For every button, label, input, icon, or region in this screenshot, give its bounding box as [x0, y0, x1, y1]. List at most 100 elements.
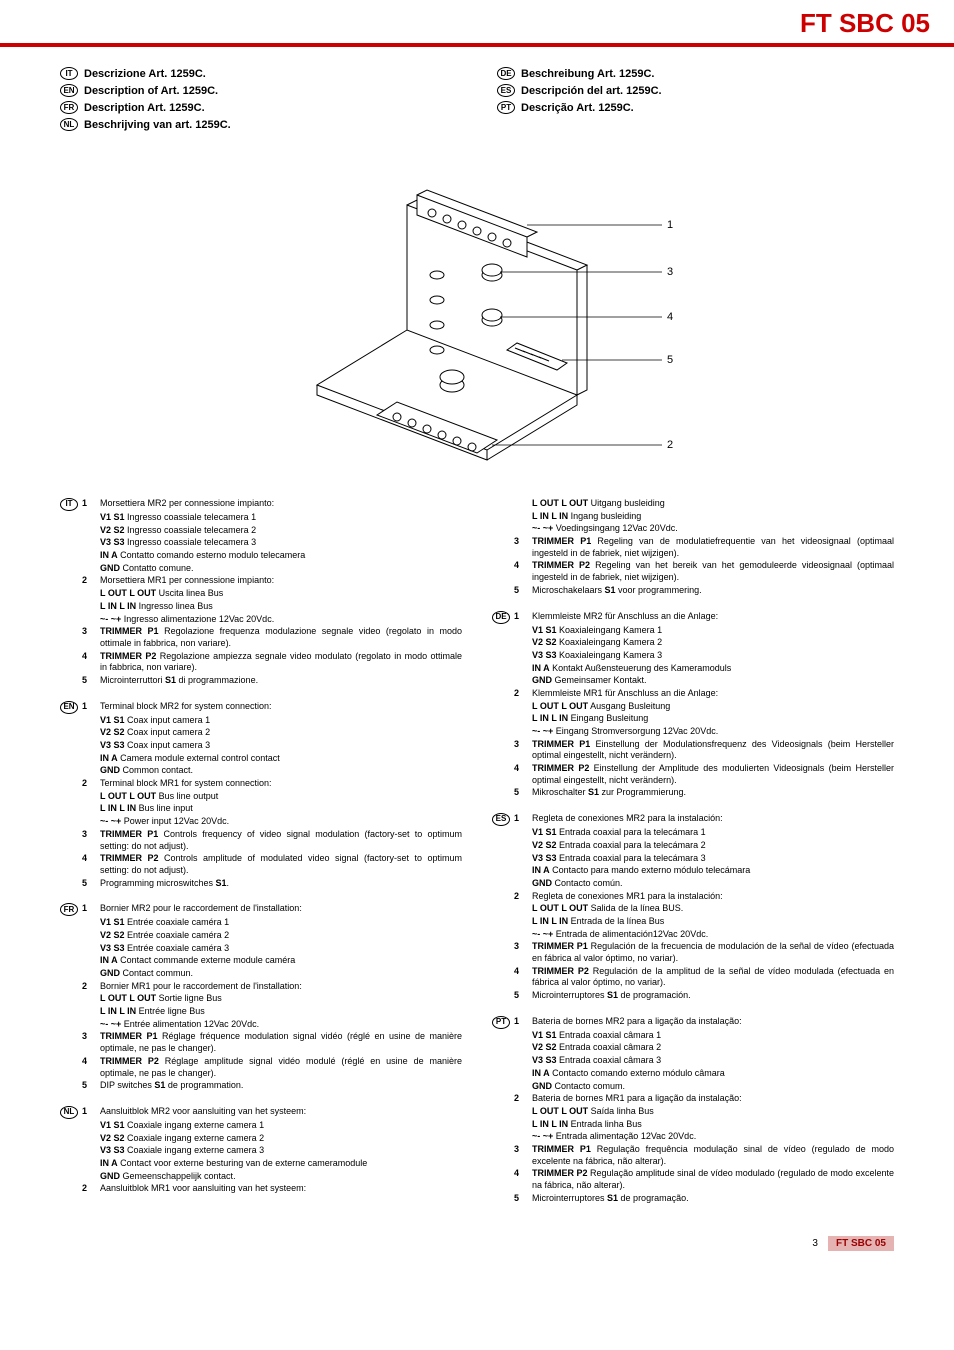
item-text: TRIMMER P2 Regeling van het bereik van h…: [532, 560, 894, 583]
item-text: TRIMMER P1 Regolazione frequenza modulaz…: [100, 626, 462, 649]
callout-5: 5: [667, 354, 673, 366]
item-number: 5: [514, 1193, 532, 1205]
item-text: TRIMMER P1 Regulação frequência modulaçã…: [532, 1144, 894, 1167]
text-row: FR1Bornier MR2 pour le raccordement de l…: [60, 903, 462, 916]
item-number: 1: [82, 903, 100, 915]
item-text: ~- ~+ Power input 12Vac 20Vdc.: [100, 816, 462, 828]
text-row: 5Microinterruttori S1 di programmazione.: [60, 675, 462, 687]
item-number: 3: [514, 1144, 532, 1156]
callout-3: 3: [667, 266, 673, 278]
lang-block-EN: EN1Terminal block MR2 for system connect…: [60, 701, 462, 890]
item-text: V2 S2 Coaxiale ingang externe camera 2: [100, 1133, 462, 1145]
text-row: PT1Bateria de bornes MR2 para a ligação …: [492, 1016, 894, 1029]
item-text: L OUT L OUT Salida de la línea BUS.: [532, 903, 894, 915]
title-line: PTDescrição Art. 1259C.: [497, 101, 894, 114]
text-row: V3 S3 Coax input camera 3: [60, 740, 462, 752]
title-line: ITDescrizione Art. 1259C.: [60, 67, 457, 80]
text-row: 4TRIMMER P2 Einstellung der Amplitude de…: [492, 763, 894, 786]
text-row: 2Regleta de conexiones MR1 para la insta…: [492, 891, 894, 903]
item-text: ~- ~+ Voedingsingang 12Vac 20Vdc.: [532, 523, 894, 535]
lang-badge: IT: [60, 498, 78, 511]
item-text: Programming microswitches S1.: [100, 878, 462, 890]
lang-badge: FR: [60, 903, 78, 916]
item-text: L IN L IN Entrada linha Bus: [532, 1119, 894, 1131]
text-row: V3 S3 Koaxialeingang Kamera 3: [492, 650, 894, 662]
lang-badge: NL: [60, 1106, 78, 1119]
text-row: V1 S1 Entrada coaxial para la telecámara…: [492, 827, 894, 839]
item-text: V2 S2 Entrada coaxial câmara 2: [532, 1042, 894, 1054]
item-text: Bornier MR1 pour le raccordement de l'in…: [100, 981, 462, 993]
text-row: L OUT L OUT Bus line output: [60, 791, 462, 803]
item-number: 3: [82, 626, 100, 638]
header-title: FT SBC 05: [800, 8, 930, 38]
item-text: ~- ~+ Entrada alimentação 12Vac 20Vdc.: [532, 1131, 894, 1143]
lang-block-NL: NL1Aansluitblok MR2 voor aansluiting van…: [60, 1106, 462, 1195]
lang-badge: PT: [497, 101, 515, 114]
text-row: 4TRIMMER P2 Controls amplitude of modula…: [60, 853, 462, 876]
item-text: V3 S3 Entrada coaxial câmara 3: [532, 1055, 894, 1067]
text-row: L OUT L OUT Salida de la línea BUS.: [492, 903, 894, 915]
item-text: GND Contacto comum.: [532, 1081, 894, 1093]
item-text: Regleta de conexiones MR2 para la instal…: [532, 813, 894, 825]
text-row: 3TRIMMER P1 Regolazione frequenza modula…: [60, 626, 462, 649]
item-text: GND Contatto comune.: [100, 563, 462, 575]
text-row: L IN L IN Entrada de la línea Bus: [492, 916, 894, 928]
text-row: 3TRIMMER P1 Regulação frequência modulaç…: [492, 1144, 894, 1167]
lang-block-NL-cont: L OUT L OUT Uitgang busleidingL IN L IN …: [492, 498, 894, 597]
text-row: IT1Morsettiera MR2 per connessione impia…: [60, 498, 462, 511]
text-row: IN A Contacto comando externo módulo câm…: [492, 1068, 894, 1080]
lang-block-IT: IT1Morsettiera MR2 per connessione impia…: [60, 498, 462, 687]
text-row: V3 S3 Entrada coaxial para la telecámara…: [492, 853, 894, 865]
item-text: V2 S2 Ingresso coassiale telecamera 2: [100, 525, 462, 537]
item-text: V1 S1 Coaxiale ingang externe camera 1: [100, 1120, 462, 1132]
text-row: 2 Klemmleiste MR1 für Anschluss an die A…: [492, 688, 894, 700]
text-row: 3TRIMMER P1 Regulación de la frecuencia …: [492, 941, 894, 964]
item-number: 5: [82, 675, 100, 687]
item-number: 1: [514, 611, 532, 623]
item-text: ~- ~+ Entrada de alimentación12Vac 20Vdc…: [532, 929, 894, 941]
item-text: DIP switches S1 de programmation.: [100, 1080, 462, 1092]
item-text: V3 S3 Entrée coaxiale caméra 3: [100, 943, 462, 955]
text-row: L IN L IN Entrada linha Bus: [492, 1119, 894, 1131]
lang-badge: DE: [497, 67, 515, 80]
item-text: GND Gemeenschappelijk contact.: [100, 1171, 462, 1183]
text-row: 5Programming microswitches S1.: [60, 878, 462, 890]
item-text: TRIMMER P2 Controls amplitude of modulat…: [100, 853, 462, 876]
item-number: 4: [514, 763, 532, 775]
item-text: V3 S3 Ingresso coassiale telecamera 3: [100, 537, 462, 549]
text-row: 3TRIMMER P1 Controls frequency of video …: [60, 829, 462, 852]
text-row: L OUT L OUT Uscita linea Bus: [60, 588, 462, 600]
text-row: L OUT L OUT Saída linha Bus: [492, 1106, 894, 1118]
lang-badge: FR: [60, 101, 78, 114]
item-number: 3: [82, 1031, 100, 1043]
text-row: ES1Regleta de conexiones MR2 para la ins…: [492, 813, 894, 826]
item-text: IN A Kontakt Außensteuerung des Kameramo…: [532, 663, 894, 675]
item-text: GND Contacto común.: [532, 878, 894, 890]
text-row: 2Bateria de bornes MR1 para a ligação da…: [492, 1093, 894, 1105]
item-number: 5: [514, 585, 532, 597]
text-row: GND Common contact.: [60, 765, 462, 777]
text-row: V1 S1 Koaxialeingang Kamera 1: [492, 625, 894, 637]
item-number: 2: [82, 575, 100, 587]
lang-block-FR: FR1Bornier MR2 pour le raccordement de l…: [60, 903, 462, 1092]
item-text: IN A Contacto para mando externo módulo …: [532, 865, 894, 877]
item-text: TRIMMER P1 Réglage fréquence modulation …: [100, 1031, 462, 1054]
text-row: V2 S2 Coax input camera 2: [60, 727, 462, 739]
text-row: V2 S2 Entrada coaxial câmara 2: [492, 1042, 894, 1054]
item-text: TRIMMER P1 Controls frequency of video s…: [100, 829, 462, 852]
item-number: 1: [82, 1106, 100, 1118]
item-number: 3: [514, 536, 532, 548]
text-row: 5DIP switches S1 de programmation.: [60, 1080, 462, 1092]
text-row: 2Morsettiera MR1 per connessione impiant…: [60, 575, 462, 587]
title-text: Description of Art. 1259C.: [84, 85, 218, 97]
lang-badge: EN: [60, 701, 78, 714]
item-text: ~- ~+ Entrée alimentation 12Vac 20Vdc.: [100, 1019, 462, 1031]
text-row: ~- ~+ Entrée alimentation 12Vac 20Vdc.: [60, 1019, 462, 1031]
item-text: TRIMMER P1 Einstellung der Modulationsfr…: [532, 739, 894, 762]
item-number: 4: [82, 1056, 100, 1068]
text-row: GND Contatto comune.: [60, 563, 462, 575]
item-text: V1 S1 Entrada coaxial para la telecámara…: [532, 827, 894, 839]
text-row: L OUT L OUT Sortie ligne Bus: [60, 993, 462, 1005]
callout-4: 4: [667, 311, 673, 323]
footer: 3 FT SBC 05: [0, 1228, 954, 1271]
